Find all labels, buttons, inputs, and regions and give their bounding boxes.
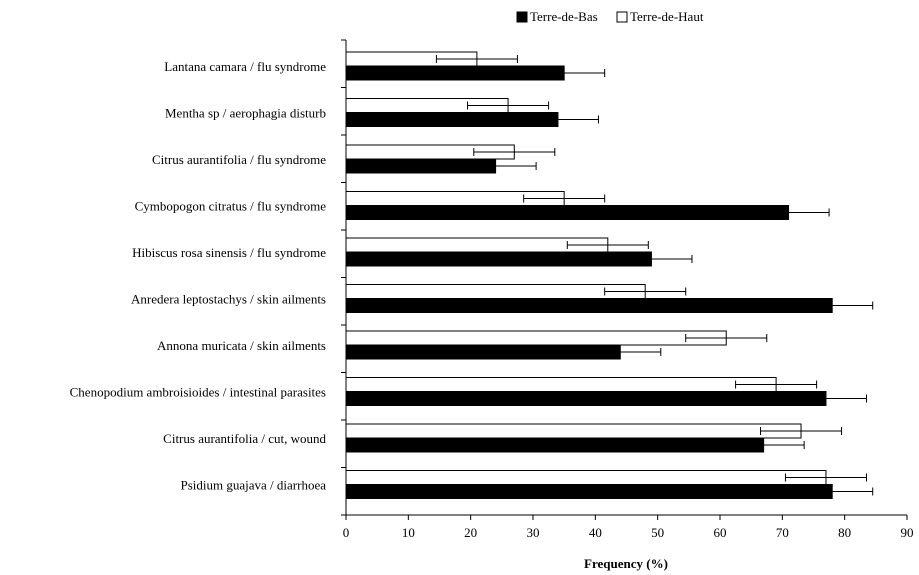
x-tick-label-90: 90 [901, 525, 914, 540]
x-tick-label-80: 80 [838, 525, 851, 540]
error-bar-terre-de-bas-5 [610, 255, 693, 263]
category-label-10: Psidium guajava / diarrhoea [181, 478, 327, 493]
x-tick-label-50: 50 [651, 525, 664, 540]
error-bar-terre-de-bas-4 [747, 208, 830, 217]
legend: Terre-de-Bas Terre-de-Haut [516, 9, 704, 24]
error-bar-terre-de-haut-7 [685, 334, 768, 342]
bar-terre-de-bas-5 [345, 251, 652, 267]
category-label-9: Citrus aurantifolia / cut, wound [163, 431, 326, 446]
x-tick-label-30: 30 [527, 525, 540, 540]
error-bar-terre-de-haut-5 [566, 241, 649, 249]
x-tick-label-10: 10 [402, 525, 415, 540]
error-bar-terre-de-haut-8 [735, 380, 818, 389]
category-label-6: Anredera leptostachys / skin ailments [131, 292, 326, 307]
legend-swatch-terre-de-haut [616, 11, 628, 23]
bar-terre-de-bas-8 [345, 391, 827, 406]
legend-label-terre-de-bas: Terre-de-Bas [530, 9, 598, 24]
x-tick-label-70: 70 [776, 525, 789, 540]
x-tick-label-40: 40 [589, 525, 602, 540]
error-bar-terre-de-bas-2 [516, 115, 599, 124]
bar-terre-de-bas-4 [345, 205, 790, 220]
error-bar-terre-de-haut-6 [604, 287, 687, 296]
category-label-4: Cymbopogon citratus / flu syndrome [135, 199, 327, 214]
error-bar-terre-de-bas-9 [722, 441, 805, 449]
bar-terre-de-bas-9 [345, 437, 765, 453]
category-label-8: Chenopodium ambroisioides / intestinal p… [70, 385, 326, 400]
error-bar-terre-de-haut-3 [473, 148, 556, 156]
error-bar-terre-de-haut-2 [467, 101, 550, 110]
x-tick-label-60: 60 [714, 525, 727, 540]
category-label-3: Citrus aurantifolia / flu syndrome [152, 152, 326, 167]
bar-terre-de-bas-6 [345, 298, 833, 313]
error-bar-terre-de-bas-3 [454, 162, 537, 170]
error-bar-terre-de-bas-8 [784, 394, 867, 403]
error-bar-terre-de-bas-6 [791, 301, 874, 310]
legend-swatch-terre-de-bas [516, 11, 528, 23]
error-bar-terre-de-bas-10 [791, 487, 874, 496]
error-bar-terre-de-bas-1 [523, 69, 606, 77]
bar-terre-de-haut-9 [345, 423, 802, 439]
bar-terre-de-bas-7 [345, 344, 621, 360]
bar-terre-de-haut-7 [345, 330, 727, 346]
x-tick-label-0: 0 [343, 525, 350, 540]
category-label-7: Annona muricata / skin ailments [157, 338, 326, 353]
bar-terre-de-haut-10 [345, 470, 827, 485]
error-bar-terre-de-bas-7 [579, 348, 662, 356]
category-label-1: Lantana camara / flu syndrome [164, 59, 326, 74]
category-label-5: Hibiscus rosa sinensis / flu syndrome [132, 245, 326, 260]
x-axis-title: Frequency (%) [584, 556, 668, 571]
error-bar-terre-de-haut-1 [435, 55, 518, 63]
bar-terre-de-bas-10 [345, 484, 833, 499]
category-label-2: Mentha sp / aerophagia disturb [165, 106, 326, 121]
bar-terre-de-haut-8 [345, 377, 777, 392]
bar-terre-de-haut-6 [345, 284, 646, 299]
legend-label-terre-de-haut: Terre-de-Haut [630, 9, 704, 24]
x-tick-label-20: 20 [464, 525, 477, 540]
error-bar-terre-de-haut-9 [760, 427, 843, 435]
error-bar-terre-de-haut-4 [523, 194, 606, 203]
error-bar-terre-de-haut-10 [784, 473, 867, 482]
